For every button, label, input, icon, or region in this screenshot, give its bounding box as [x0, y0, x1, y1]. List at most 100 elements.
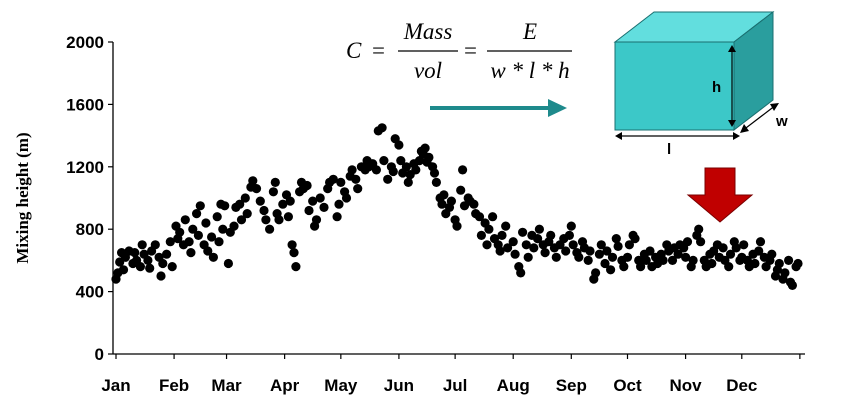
- data-point: [613, 241, 623, 251]
- data-point: [311, 215, 322, 225]
- data-point: [188, 224, 198, 234]
- data-point: [682, 237, 693, 247]
- data-point: [534, 224, 545, 234]
- data-point: [707, 258, 717, 269]
- data-point: [265, 224, 275, 234]
- scatter-points: [111, 123, 803, 290]
- mixing-volume-box-icon: h l w: [613, 10, 788, 158]
- data-point: [236, 215, 247, 225]
- data-point: [611, 234, 621, 244]
- data-point: [223, 258, 233, 269]
- data-point: [240, 193, 250, 203]
- data-point: [755, 237, 766, 247]
- data-point: [564, 230, 575, 240]
- data-point: [784, 255, 794, 265]
- data-point: [641, 255, 651, 265]
- data-point: [420, 143, 430, 153]
- data-point: [353, 184, 363, 194]
- equation-fraction1-numerator: Mass: [403, 19, 453, 44]
- data-point: [739, 240, 749, 250]
- data-point: [270, 177, 280, 187]
- data-point: [437, 199, 447, 209]
- data-point: [208, 252, 218, 262]
- data-point: [488, 212, 498, 222]
- data-point: [251, 184, 262, 194]
- data-point: [289, 248, 299, 258]
- data-point: [658, 255, 668, 265]
- data-point: [529, 243, 539, 253]
- red-down-arrow-icon: [686, 167, 754, 223]
- data-point: [731, 243, 741, 253]
- data-point: [135, 262, 145, 272]
- data-point: [474, 212, 485, 222]
- box-height-label: h: [712, 79, 721, 96]
- data-point: [667, 255, 678, 265]
- data-point: [767, 249, 777, 259]
- data-point: [156, 271, 166, 281]
- data-point: [130, 248, 140, 258]
- data-point: [388, 166, 398, 177]
- data-point: [379, 156, 389, 166]
- data-point: [195, 201, 205, 211]
- data-point: [287, 240, 297, 250]
- data-point: [255, 196, 265, 206]
- data-point: [403, 177, 413, 187]
- data-point: [591, 268, 601, 278]
- data-point: [594, 249, 605, 259]
- data-point: [207, 232, 217, 242]
- box-length-arrowhead-right: [733, 132, 740, 140]
- data-point: [214, 237, 224, 247]
- data-point: [242, 209, 252, 219]
- equation-equals-2: =: [464, 38, 477, 63]
- x-tick-label: Dec: [726, 376, 757, 395]
- data-point: [568, 240, 578, 250]
- data-point: [458, 165, 468, 175]
- data-point: [180, 215, 190, 225]
- data-point: [274, 215, 284, 225]
- data-point: [585, 246, 595, 256]
- x-tick-label: Apr: [270, 376, 300, 395]
- data-point: [143, 255, 153, 265]
- data-point: [583, 255, 593, 265]
- data-point: [175, 227, 185, 237]
- data-point: [724, 262, 734, 272]
- data-point: [229, 221, 239, 231]
- data-point: [495, 246, 505, 256]
- data-point: [523, 252, 533, 262]
- data-point: [167, 262, 177, 272]
- data-point: [574, 252, 584, 262]
- equation-fraction2-numerator: E: [522, 19, 537, 44]
- data-point: [186, 248, 196, 258]
- data-point: [521, 240, 531, 250]
- data-point: [607, 252, 618, 262]
- box-width-label: w: [775, 113, 788, 130]
- data-point: [630, 234, 640, 244]
- data-point: [319, 202, 329, 212]
- y-tick-label: 0: [95, 345, 104, 364]
- x-tick-label: Aug: [497, 376, 530, 395]
- data-point: [308, 196, 318, 206]
- data-point: [371, 165, 381, 175]
- data-point: [235, 199, 245, 209]
- data-point: [780, 268, 790, 278]
- data-point: [328, 174, 338, 184]
- data-point: [546, 230, 556, 240]
- data-point: [518, 227, 528, 237]
- data-point: [566, 221, 576, 231]
- data-point: [201, 218, 211, 228]
- x-tick-label: May: [324, 376, 358, 395]
- box-height-arrowhead-top: [728, 45, 736, 52]
- teal-right-arrow-icon: [430, 99, 567, 117]
- equation-fraction1-denominator: vol: [414, 58, 442, 83]
- data-point: [533, 234, 543, 244]
- data-point: [184, 237, 194, 247]
- data-point: [551, 252, 561, 262]
- data-point: [396, 156, 406, 166]
- data-point: [268, 187, 278, 197]
- data-point: [694, 224, 704, 234]
- data-point: [291, 262, 301, 272]
- data-point: [248, 176, 258, 186]
- data-point: [750, 258, 760, 269]
- data-point: [516, 268, 526, 278]
